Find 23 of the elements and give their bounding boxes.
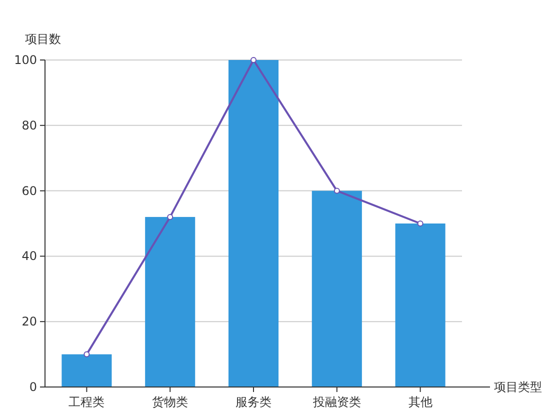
bar xyxy=(228,60,279,387)
x-tick-label: 工程类 xyxy=(68,395,105,409)
point xyxy=(84,351,90,358)
y-tick-label: 100 xyxy=(14,53,37,67)
point xyxy=(167,214,174,220)
bar xyxy=(395,224,446,387)
y-tick-label: 20 xyxy=(22,314,37,329)
x-tick-label: 其他 xyxy=(408,395,432,409)
x-tick-label: 货物类 xyxy=(152,395,188,409)
x-tick-label: 投融资类 xyxy=(312,395,361,409)
bar xyxy=(312,190,362,387)
bar xyxy=(62,354,112,387)
point xyxy=(250,57,256,63)
y-tick-label: 60 xyxy=(22,184,37,198)
y-tick-label: 40 xyxy=(22,249,37,264)
point xyxy=(334,188,340,194)
y-tick-label: 80 xyxy=(22,118,37,132)
y-tick-label: 0 xyxy=(29,380,37,394)
x-axis-title: 项目类型 xyxy=(494,380,542,394)
point xyxy=(417,220,424,226)
x-tick-label: 服务类 xyxy=(236,395,272,409)
y-axis-title: 项目数 xyxy=(25,32,61,46)
bar xyxy=(145,216,196,387)
